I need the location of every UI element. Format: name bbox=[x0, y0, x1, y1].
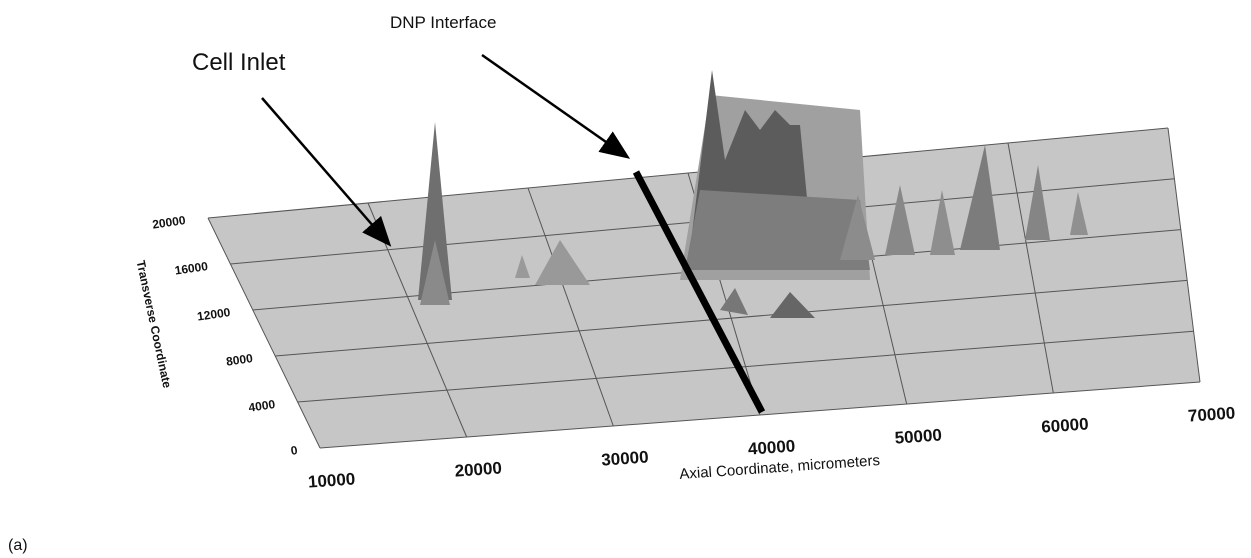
grid-line bbox=[207, 217, 321, 449]
surface-peak bbox=[685, 190, 870, 270]
surface-peak bbox=[960, 145, 1000, 250]
plane bbox=[208, 128, 1200, 448]
surface-peak bbox=[720, 288, 748, 315]
grid-line bbox=[1007, 142, 1054, 394]
y-axis-title: Transverse Coordinate bbox=[134, 259, 175, 389]
annotation: DNP Interface bbox=[390, 13, 496, 32]
grid-line bbox=[275, 279, 1188, 357]
surface-peak bbox=[418, 122, 452, 300]
x-axis-title: Axial Coordinate, micrometers bbox=[679, 452, 881, 483]
interface-line bbox=[632, 170, 766, 414]
y-tick-label: 4000 bbox=[248, 397, 277, 415]
surface-peak bbox=[420, 240, 450, 305]
y-tick-label: 0 bbox=[290, 443, 299, 458]
annotation: Cell Inlet bbox=[192, 49, 286, 76]
x-tick-label: 60000 bbox=[1041, 414, 1089, 436]
surface-peak bbox=[930, 190, 955, 255]
x-tick-label: 20000 bbox=[454, 458, 502, 480]
surface-peak bbox=[885, 185, 915, 255]
caption: (a) bbox=[8, 537, 28, 554]
x-tick-label: 30000 bbox=[601, 447, 649, 469]
x-tick-label: 70000 bbox=[1187, 403, 1235, 425]
grid-line bbox=[527, 187, 614, 427]
y-tick-label: 20000 bbox=[151, 213, 186, 232]
annotation-arrow bbox=[481, 53, 631, 159]
surface-peak bbox=[840, 195, 875, 260]
y-tick-label: 12000 bbox=[196, 305, 231, 324]
surface-peak bbox=[515, 255, 530, 278]
x-tick-label: 50000 bbox=[894, 425, 942, 447]
annotation-arrow bbox=[261, 97, 392, 247]
y-tick-label: 16000 bbox=[174, 259, 209, 278]
surface-peak bbox=[1070, 192, 1088, 235]
surface-peak bbox=[770, 292, 815, 318]
surface-peak bbox=[535, 240, 590, 285]
surface-peaks bbox=[418, 70, 1088, 318]
grid-line bbox=[1167, 127, 1201, 383]
y-tick-label: 8000 bbox=[225, 351, 254, 369]
x-tick-label: 40000 bbox=[747, 436, 795, 458]
surface-peak bbox=[1025, 165, 1050, 240]
grid-line bbox=[297, 330, 1194, 403]
grid-line bbox=[319, 381, 1201, 449]
plane-layer bbox=[208, 128, 1200, 448]
x-tick-label: 10000 bbox=[307, 469, 355, 491]
grid-line bbox=[207, 127, 1169, 219]
